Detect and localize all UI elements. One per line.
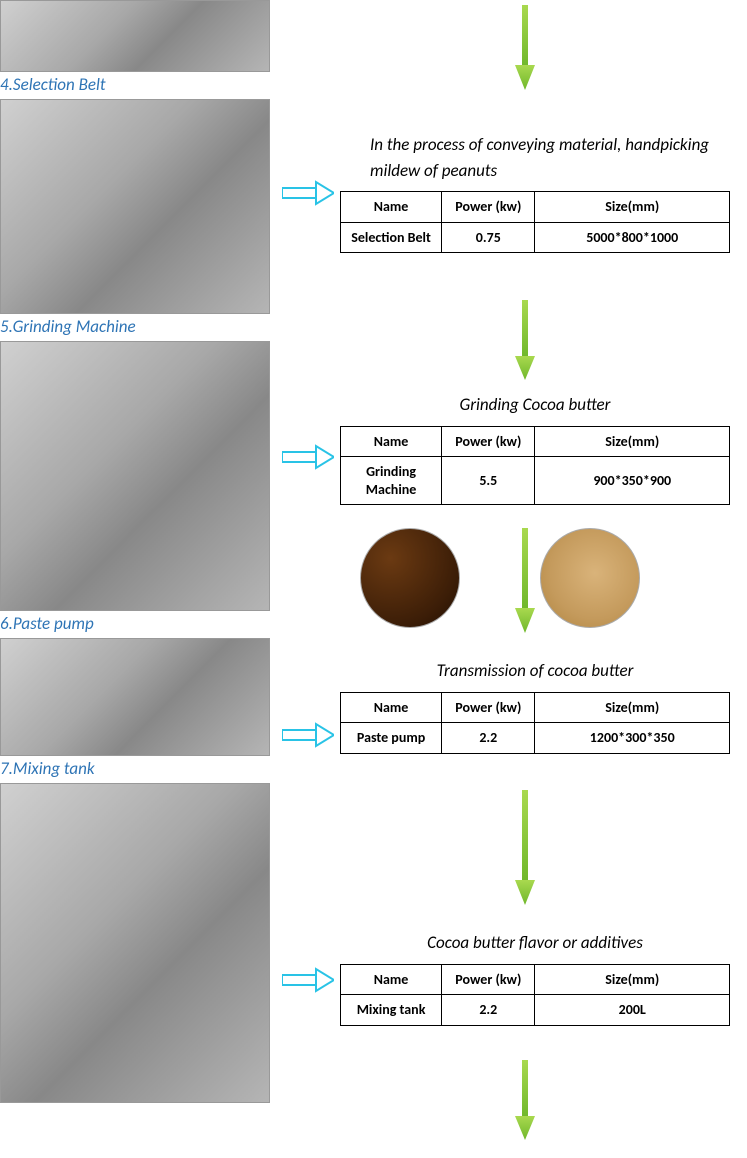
th-size: Size(mm) [535,426,730,457]
step-4-title: 4.Selection Belt [0,74,275,95]
td-size: 5000*800*1000 [535,222,730,253]
step-4-spec-table: Name Power (kw) Size(mm) Selection Belt … [340,191,730,253]
step-7-title: 7.Mixing tank [0,758,275,779]
flow-arrow-down-2 [510,300,540,380]
th-name: Name [341,692,442,723]
td-name: Grinding Machine [341,457,442,505]
flow-arrow-right-1 [282,178,334,208]
step-6-caption: Transmission of cocoa butter [340,658,730,684]
td-power: 5.5 [442,457,535,505]
step-7-caption: Cocoa butter flavor or additives [340,930,730,956]
th-name: Name [341,192,442,223]
th-power: Power (kw) [442,192,535,223]
table-row: Grinding Machine 5.5 900*350*900 [341,457,730,505]
table-row: Paste pump 2.2 1200*300*350 [341,723,730,754]
step-5-caption: Grinding Cocoa butter [340,392,730,418]
table-header-row: Name Power (kw) Size(mm) [341,426,730,457]
th-name: Name [341,964,442,995]
step-6-spec-table: Name Power (kw) Size(mm) Paste pump 2.2 … [340,692,730,754]
th-power: Power (kw) [442,692,535,723]
step-5-spec-table: Name Power (kw) Size(mm) Grinding Machin… [340,426,730,506]
td-size: 200L [535,995,730,1026]
cocoa-beans-photo [360,528,460,628]
td-name: Paste pump [341,723,442,754]
mixing-tank-photo [0,783,270,1103]
th-size: Size(mm) [535,192,730,223]
th-power: Power (kw) [442,964,535,995]
td-power: 2.2 [442,723,535,754]
td-power: 0.75 [442,222,535,253]
machine-photo-partial [0,0,270,72]
step-7-spec-table: Name Power (kw) Size(mm) Mixing tank 2.2… [340,964,730,1026]
cocoa-paste-photo [540,528,640,628]
flow-arrow-right-2 [282,442,334,472]
flow-arrow-down-1 [510,5,540,90]
table-row: Selection Belt 0.75 5000*800*1000 [341,222,730,253]
td-name: Mixing tank [341,995,442,1026]
flow-arrow-right-3 [282,720,334,750]
selection-belt-photo [0,99,270,314]
step-6-title: 6.Paste pump [0,613,275,634]
flow-arrow-right-4 [282,965,334,995]
td-size: 900*350*900 [535,457,730,505]
th-power: Power (kw) [442,426,535,457]
flow-arrow-down-5 [510,1060,540,1140]
step-4-caption: In the process of conveying material, ha… [340,132,730,183]
grinding-machine-photo [0,341,270,611]
table-header-row: Name Power (kw) Size(mm) [341,692,730,723]
th-size: Size(mm) [535,964,730,995]
caption-line: In the process of conveying material, ha… [370,134,709,181]
table-header-row: Name Power (kw) Size(mm) [341,192,730,223]
th-name: Name [341,426,442,457]
flow-arrow-down-3 [510,528,540,633]
step-5-title: 5.Grinding Machine [0,316,275,337]
td-size: 1200*300*350 [535,723,730,754]
paste-pump-photo [0,638,270,756]
table-header-row: Name Power (kw) Size(mm) [341,964,730,995]
td-power: 2.2 [442,995,535,1026]
td-name: Selection Belt [341,222,442,253]
flow-arrow-down-4 [510,790,540,905]
th-size: Size(mm) [535,692,730,723]
table-row: Mixing tank 2.2 200L [341,995,730,1026]
